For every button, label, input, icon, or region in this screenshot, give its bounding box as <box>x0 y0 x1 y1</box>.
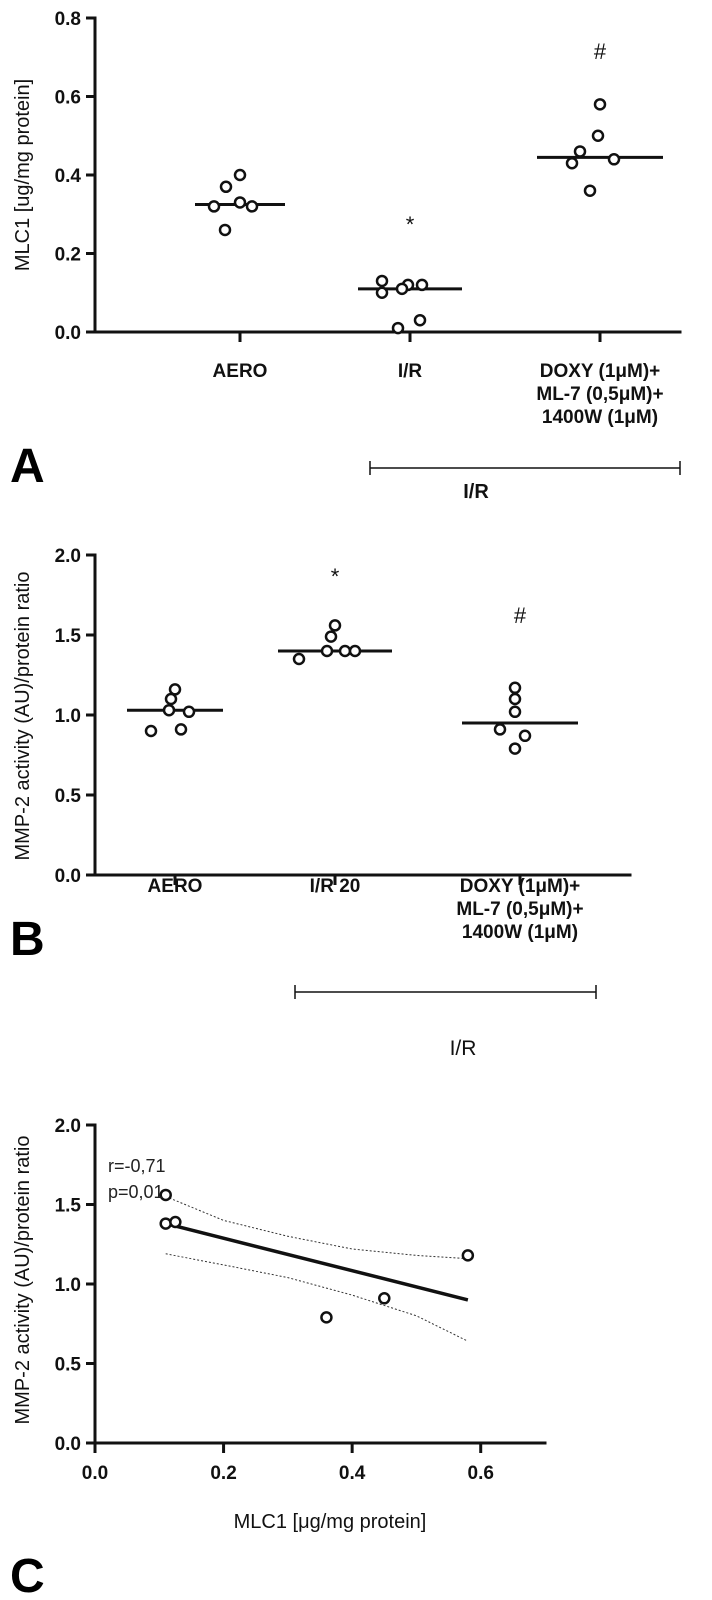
panel-b-data-point <box>164 692 178 706</box>
panel-a-y-tick-label: 0.8 <box>55 9 81 30</box>
panel-b-label: B <box>10 913 45 966</box>
panel-b-data-point <box>518 729 532 743</box>
panel-a-category-label: DOXY (1μM)+ ML-7 (0,5μM)+ 1400W (1μM) <box>536 361 663 428</box>
panel-a-y-tick-label: 0.4 <box>55 166 82 187</box>
panel-c-y-axis-label: MMP-2 activity (AU)/protein ratio <box>12 1136 34 1425</box>
panel-a: MLC1 [ug/mg protein] 0.0 0.2 0.4 0.6 0.8 AERO… <box>10 9 682 503</box>
panel-a-significance-mark: # <box>594 39 607 64</box>
panel-a-data-point <box>233 168 247 182</box>
panel-c-y-tick-label: 0.0 <box>55 1434 81 1455</box>
panel-b-category-label: AERO <box>148 876 203 897</box>
panel-b-y-tick-label: 0.0 <box>55 866 81 887</box>
panel-b-significance-mark: * <box>331 564 340 589</box>
panel-c-x-tick-label: 0.2 <box>210 1463 236 1484</box>
panel-b-data-point <box>292 652 306 666</box>
panel-c-x-tick-label: 0.6 <box>468 1463 494 1484</box>
panel-c-data-point <box>320 1311 333 1324</box>
panel-a-data-point <box>207 200 221 213</box>
panel-b-y-tick-label: 2.0 <box>55 546 81 567</box>
panel-b-y-tick-label: 1.0 <box>55 706 81 727</box>
panel-a-y-tick-label: 0.0 <box>55 323 81 344</box>
panel-a-y-axis-label: MLC1 [ug/mg protein] <box>12 79 34 271</box>
panel-b-data-point <box>324 630 338 643</box>
panel-c-stat-r: r=-0,71 <box>108 1156 166 1176</box>
panel-c-data-point <box>159 1188 172 1202</box>
panel-c-stat-p: p=0,01 <box>108 1182 164 1202</box>
panel-c: MMP-2 activity (AU)/protein ratio 0.0 0.5… <box>10 1116 547 1600</box>
panel-b-data-point <box>508 742 522 755</box>
panel-a-y-tick-label: 0.2 <box>55 245 81 266</box>
panel-b-y-axis-label: MMP-2 activity (AU)/protein ratio <box>12 572 34 861</box>
panel-c-ci-upper <box>165 1196 468 1260</box>
panel-a-data-point <box>583 184 597 197</box>
panel-a-data-point <box>413 313 427 327</box>
panel-b-data-point <box>174 723 188 736</box>
panel-c-y-tick-label: 1.5 <box>55 1196 82 1217</box>
panel-a-data-point <box>375 286 389 299</box>
panel-a-data-point <box>395 282 409 296</box>
panel-b-category-label: DOXY (1μM)+ ML-7 (0,5μM)+ 1400W (1μM) <box>456 876 583 943</box>
panel-b-data-point <box>320 644 334 658</box>
panel-c-data-point <box>159 1217 172 1230</box>
panel-b-data-point <box>493 723 507 736</box>
panel-a-bracket-label: I/R <box>463 481 489 503</box>
panel-b-significance-mark: # <box>514 603 527 628</box>
panel-a-category-label: AERO <box>213 361 268 382</box>
panel-a-data-point <box>573 145 587 158</box>
panel-b-category-label: I/R 20 <box>310 876 361 897</box>
panel-b-y-tick-label: 1.5 <box>55 626 82 647</box>
panel-a-y-tick-label: 0.6 <box>55 88 81 109</box>
panel-c-x-tick-label: 0.4 <box>339 1463 366 1484</box>
panel-a-data-point <box>375 274 389 288</box>
panel-b-data-point <box>338 644 352 658</box>
panel-b-data-point <box>508 705 522 719</box>
panel-a-label: A <box>10 440 45 493</box>
panel-a-data-point <box>391 321 405 335</box>
panel-a-data-point <box>415 278 429 292</box>
panel-b-data-point <box>144 724 158 738</box>
panel-c-data-point <box>378 1292 391 1305</box>
panel-a-data-point <box>219 180 233 194</box>
panel-b-data-point <box>508 692 522 706</box>
panel-b-data-point <box>508 681 522 695</box>
panel-a-data-point <box>565 156 579 170</box>
panel-c-y-tick-label: 1.0 <box>55 1275 81 1296</box>
panel-b: MMP-2 activity (AU)/protein ratio 0.0 0.5… <box>10 546 632 1060</box>
panel-b-y-tick-label: 0.5 <box>55 786 82 807</box>
panel-a-data-point <box>245 200 259 213</box>
panel-a-significance-mark: * <box>406 212 415 237</box>
panel-c-y-tick-label: 2.0 <box>55 1116 81 1137</box>
panel-c-data-point <box>461 1249 475 1262</box>
panel-c-x-tick-label: 0.0 <box>82 1463 108 1484</box>
panel-a-data-point <box>591 129 605 142</box>
panel-b-bracket-label: I/R <box>450 1037 477 1060</box>
panel-c-label: C <box>10 1550 45 1600</box>
panel-b-data-point <box>348 644 362 658</box>
panel-a-data-point <box>593 98 607 111</box>
panel-a-data-point <box>233 196 247 209</box>
panel-b-data-point <box>182 705 196 719</box>
panel-a-data-point <box>218 223 232 237</box>
panel-a-data-point <box>607 153 621 166</box>
panel-c-ci-lower <box>165 1253 469 1342</box>
panel-c-fit-line <box>165 1221 469 1302</box>
panel-a-category-label: I/R <box>398 361 423 382</box>
panel-b-data-point <box>328 619 342 632</box>
panel-c-y-tick-label: 0.5 <box>55 1355 82 1376</box>
panel-c-x-axis-label: MLC1 [μg/mg protein] <box>234 1511 427 1533</box>
panel-b-data-point <box>162 703 176 717</box>
panel-c-data-point <box>169 1215 182 1229</box>
